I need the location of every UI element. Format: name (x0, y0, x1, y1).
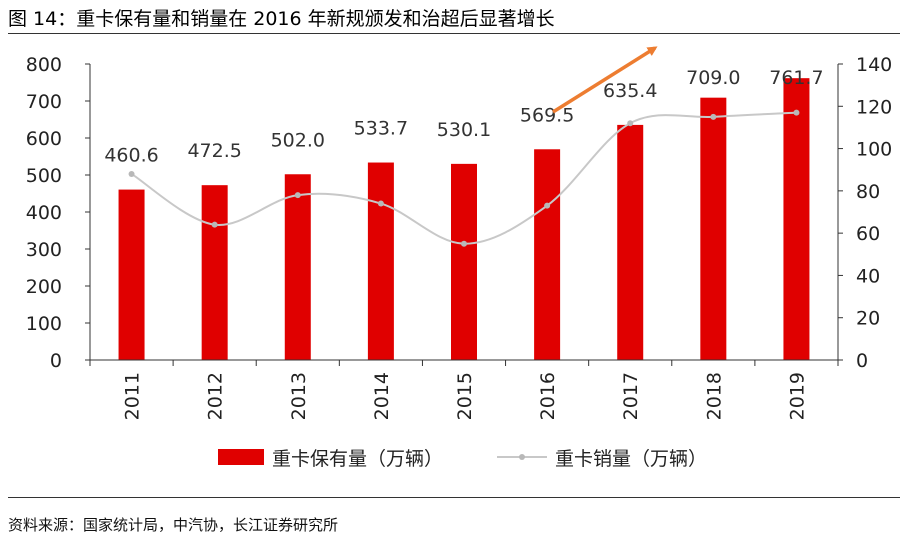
x-axis: 2011 2012 2013 2014 2015 2016 2017 2018 2019 (89, 359, 839, 420)
right-tick-label: 80 (856, 181, 880, 203)
legend-bar-label: 重卡保有量（万辆） (272, 448, 443, 470)
bar-data-label: 569.5 (520, 104, 574, 126)
x-tick-label: 2018 (703, 372, 725, 420)
line-point (627, 120, 634, 127)
bar (284, 174, 311, 360)
bar (451, 163, 477, 360)
bar-data-label: 502.0 (271, 129, 325, 151)
right-tick-label: 100 (856, 139, 892, 161)
bar (783, 78, 810, 361)
line-point (461, 240, 467, 247)
bar-data-label: 533.7 (354, 118, 408, 140)
line-point (128, 170, 135, 177)
line-series (128, 109, 800, 247)
bar (118, 189, 145, 360)
legend-line-marker (519, 454, 525, 460)
bar (201, 185, 228, 360)
line-point (544, 202, 551, 209)
left-tick-label: 300 (26, 239, 62, 261)
x-tick-label: 2016 (537, 372, 559, 420)
x-tick-label: 2012 (205, 372, 227, 420)
right-tick-label: 60 (856, 223, 880, 245)
left-tick-label: 200 (26, 276, 62, 298)
left-tick-label: 500 (26, 165, 62, 187)
title-divider (8, 33, 900, 34)
line-point (377, 200, 384, 207)
left-y-axis: 0 100 200 300 400 500 600 700 800 (26, 54, 91, 372)
bar (700, 97, 727, 361)
figure-title: 图 14：重卡保有量和销量在 2016 年新规颁发和治超后显著增长 (8, 8, 555, 30)
right-tick-label: 140 (856, 54, 892, 76)
left-tick-label: 800 (26, 54, 62, 76)
bar-data-labels: 460.6 472.5 502.0 533.7 530.1 569.5 635.4 709.0… (104, 67, 823, 167)
legend: 重卡保有量（万辆） 重卡销量（万辆） (218, 448, 707, 470)
right-tick-label: 120 (856, 96, 892, 118)
bar-data-label: 709.0 (686, 67, 740, 89)
left-tick-label: 700 (26, 91, 62, 113)
bar (534, 149, 561, 360)
x-tick-label: 2014 (371, 372, 393, 420)
right-tick-label: 20 (856, 308, 880, 330)
x-tick-label: 2015 (454, 372, 476, 420)
left-tick-label: 0 (50, 350, 62, 372)
line-point (211, 221, 218, 228)
left-tick-label: 100 (26, 313, 62, 335)
bar-data-label: 530.1 (437, 119, 491, 141)
line-point (793, 109, 800, 116)
x-tick-label: 2017 (620, 372, 642, 420)
bar-series (118, 78, 810, 361)
bar-data-label: 460.6 (104, 145, 158, 167)
right-tick-label: 40 (856, 265, 880, 287)
source-divider (8, 497, 900, 498)
x-tick-label: 2013 (288, 372, 310, 420)
legend-line-label: 重卡销量（万辆） (555, 448, 707, 470)
bar-data-label: 761.7 (769, 67, 823, 89)
trend-arrow (552, 46, 658, 114)
legend-bar-swatch (218, 449, 264, 465)
left-tick-label: 400 (26, 202, 62, 224)
bar-data-label: 472.5 (187, 140, 241, 162)
x-tick-label: 2019 (786, 372, 808, 420)
left-tick-label: 600 (26, 128, 62, 150)
right-y-axis: 0 20 40 60 80 100 120 140 (837, 54, 892, 372)
line-point (294, 192, 301, 199)
x-tick-label: 2011 (122, 372, 144, 420)
bar-data-label: 635.4 (603, 80, 657, 102)
bar (367, 162, 394, 360)
bar (617, 124, 644, 360)
line-point (710, 113, 717, 120)
right-tick-label: 0 (856, 350, 868, 372)
source-note: 资料来源：国家统计局，中汽协，长江证券研究所 (8, 516, 339, 534)
